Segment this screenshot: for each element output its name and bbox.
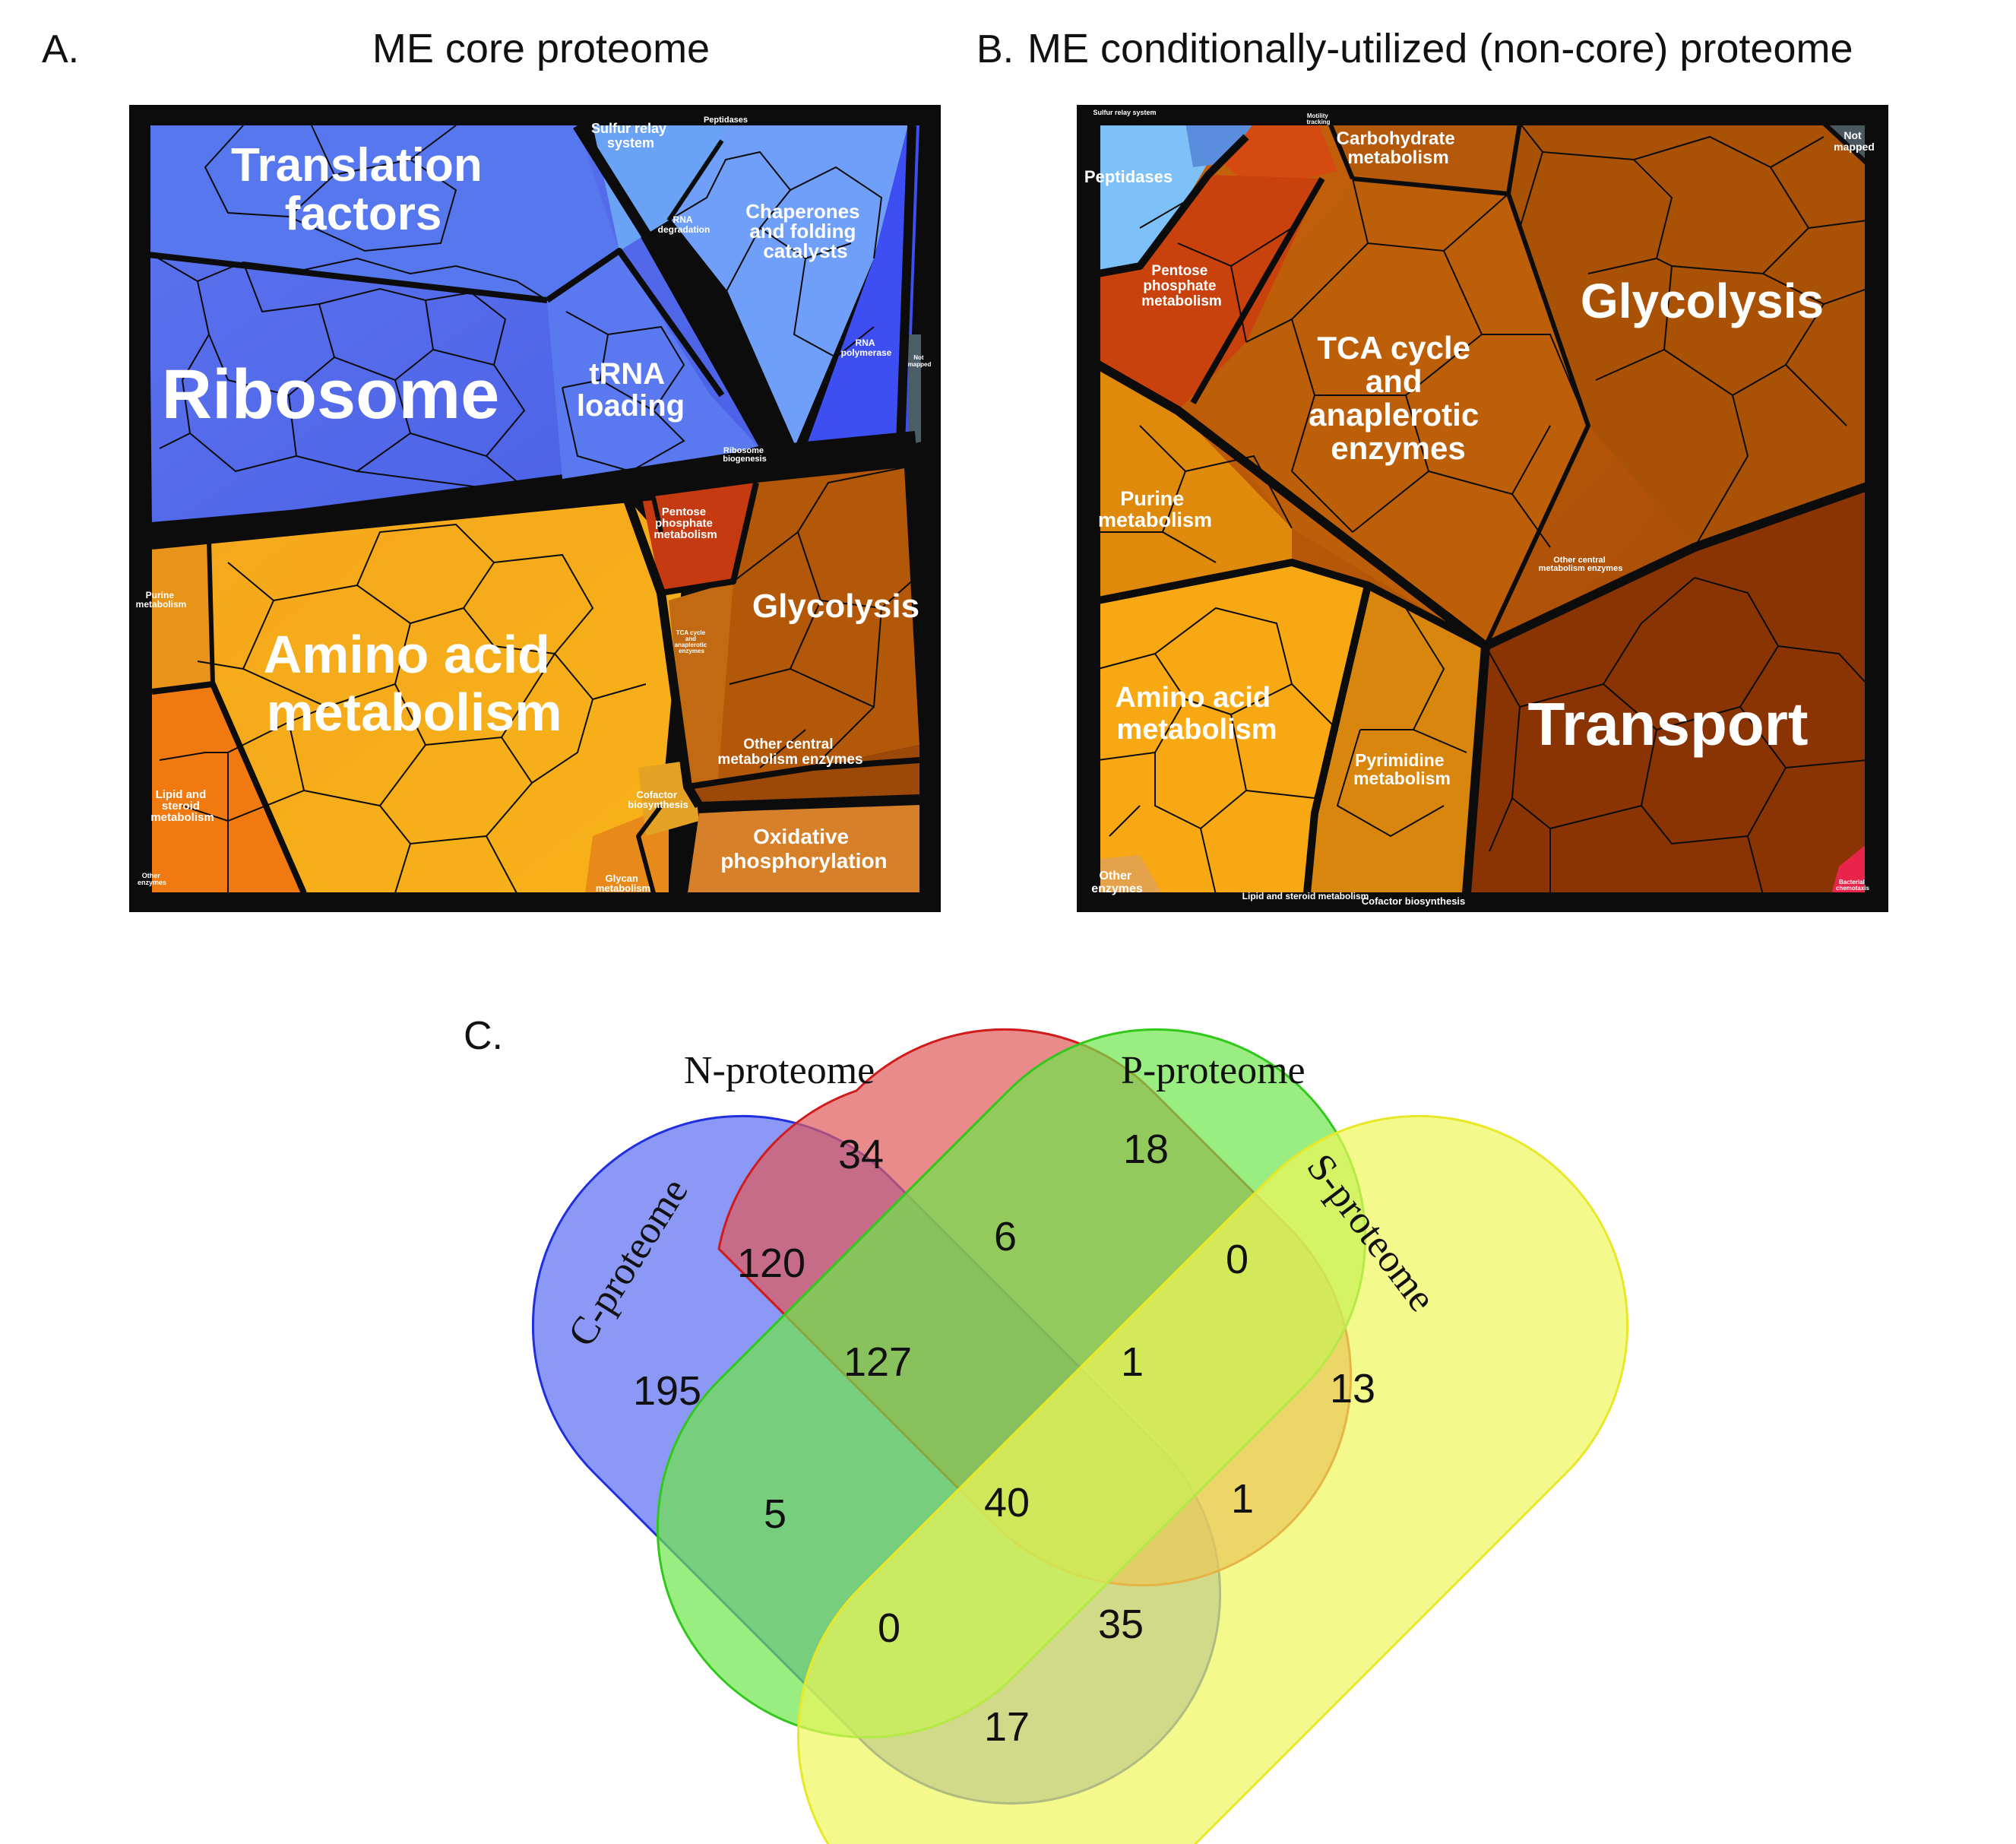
label-oxphos: Oxidative phosphorylation <box>720 825 887 873</box>
label-b-peptidases: Peptidases <box>1084 167 1173 186</box>
panel-b-voronoi: Sulfur relay system Peptidases Motility … <box>1077 105 1888 912</box>
label-translation-factors: Translation factors <box>231 139 495 240</box>
panel-b-title: ME conditionally-utilized (non-core) pro… <box>1027 26 1853 71</box>
panel-a-voronoi: Translation factors Ribosome tRNA loadin… <box>129 105 941 912</box>
count-n-s: 1 <box>1231 1476 1254 1522</box>
region-trna-loading <box>547 251 760 479</box>
region-glycolysis <box>669 467 919 787</box>
panel-c-letter: C. <box>464 1014 503 1058</box>
count-p-s: 0 <box>1226 1237 1249 1282</box>
panel-b-letter: B. <box>976 27 1014 71</box>
region-purine <box>1098 365 1292 600</box>
label-peptidases: Peptidases <box>704 116 748 125</box>
venn-diagram: C-proteome N-proteome P-proteome S-prote… <box>531 1028 1629 1844</box>
region-pentose <box>642 483 756 593</box>
panel-b-borders <box>1096 121 1869 897</box>
count-s-only: 13 <box>1330 1366 1375 1412</box>
count-c-p: 5 <box>764 1491 786 1537</box>
label-chaperones: Chaperones and folding catalysts <box>745 200 866 262</box>
region-transport <box>1467 486 1867 893</box>
region-glycolysis <box>1508 123 1867 547</box>
label-b-pyrimidine: Pyrimidine metabolism <box>1353 750 1451 788</box>
label-b-motility: Motility tracking <box>1306 112 1330 125</box>
label-b-pentose: Pentose phosphate metabolism <box>1141 263 1222 309</box>
label-b-cofactor: Cofactor biosynthesis <box>1362 895 1466 907</box>
label-b-sulfur-relay: Sulfur relay system <box>1093 109 1156 116</box>
label-b-tca: TCA cycle and anaplerotic enzymes <box>1309 330 1488 466</box>
region-rna-polymerase <box>805 125 919 448</box>
label-other-enzymes: Other enzymes <box>138 872 166 886</box>
region-translation-factors <box>148 125 619 300</box>
label-b-chemotaxis: Bacterial chemotaxis <box>1836 879 1870 892</box>
label-other-central: Other central metabolism enzymes <box>717 737 862 768</box>
region-tca <box>1193 179 1588 646</box>
panel-a-borders <box>146 121 926 897</box>
label-glycolysis: Glycolysis <box>752 588 919 625</box>
label-purine: Purine metabolism <box>136 590 187 610</box>
region-oxphos <box>688 802 919 893</box>
region-carbohydrate <box>1330 123 1520 194</box>
panel-a-title: ME core proteome <box>372 26 710 71</box>
label-b-other-central: Other central metabolism enzymes <box>1539 556 1623 573</box>
label-cofactor: Cofactor biosynthesis <box>628 789 688 810</box>
label-glycan: Glycan metabolism <box>596 873 650 894</box>
count-n-only: 34 <box>838 1132 884 1177</box>
panel-a-letter: A. <box>42 27 79 71</box>
count-n-p: 6 <box>994 1214 1017 1259</box>
count-c-s: 17 <box>984 1704 1030 1750</box>
venn-label-p: P-proteome <box>1121 1049 1305 1092</box>
region-other-central <box>688 745 919 802</box>
count-c-n: 120 <box>737 1240 805 1286</box>
region-sulfur-relay <box>593 125 729 251</box>
region-chaperones <box>669 125 908 448</box>
label-b-amino-acid: Amino acid metabolism <box>1115 682 1278 746</box>
label-lipid: Lipid and steroid metabolism <box>150 788 214 824</box>
panel-a-cells <box>151 125 916 894</box>
count-all: 40 <box>984 1480 1030 1526</box>
region-amino-acid <box>152 498 684 893</box>
count-c-p-s: 0 <box>878 1605 900 1651</box>
region-motility <box>1223 123 1337 190</box>
count-p-only: 18 <box>1123 1126 1169 1172</box>
region-sulfur-relay <box>1185 123 1254 167</box>
venn-set-s <box>796 1114 1629 1844</box>
label-not-mapped: Not mapped <box>908 354 932 368</box>
label-b-other-enzymes: Other enzymes <box>1091 870 1143 895</box>
count-n-p-s: 1 <box>1121 1339 1144 1385</box>
label-b-glycolysis: Glycolysis <box>1581 274 1824 328</box>
count-c-n-s: 35 <box>1098 1602 1144 1647</box>
count-c-n-p: 127 <box>843 1339 912 1385</box>
label-rna-polymerase: RNA polymerase <box>841 337 892 358</box>
label-sulfur-relay: Sulfur relay system <box>591 121 670 150</box>
label-pentose-phosphate: Pentose phosphate metabolism <box>654 505 717 541</box>
region-chemotaxis <box>1831 844 1867 895</box>
label-ribosome-biogenesis: Ribosome biogenesis <box>723 446 766 464</box>
venn-label-n: N-proteome <box>684 1049 875 1092</box>
label-rna-degradation: RNA degradation <box>658 214 711 235</box>
label-b-purine: Purine metabolism <box>1098 487 1212 531</box>
label-b-carbohydrate: Carbohydrate metabolism <box>1337 128 1461 168</box>
label-tca: TCA cycle and anaplerotic enzymes <box>675 629 709 654</box>
label-trna-loading: tRNA loading <box>577 357 685 423</box>
region-other-enzymes <box>1098 855 1163 895</box>
label-ribosome: Ribosome <box>162 356 500 433</box>
label-amino-acid: Amino acid metabolism <box>264 625 565 742</box>
count-c-only: 195 <box>633 1368 701 1414</box>
label-b-transport: Transport <box>1528 690 1809 758</box>
label-b-lipid: Lipid and steroid metabolism <box>1242 891 1369 901</box>
region-pentose <box>1098 175 1322 410</box>
region-purine <box>152 540 213 692</box>
label-b-not-mapped: Not mapped <box>1834 129 1875 153</box>
